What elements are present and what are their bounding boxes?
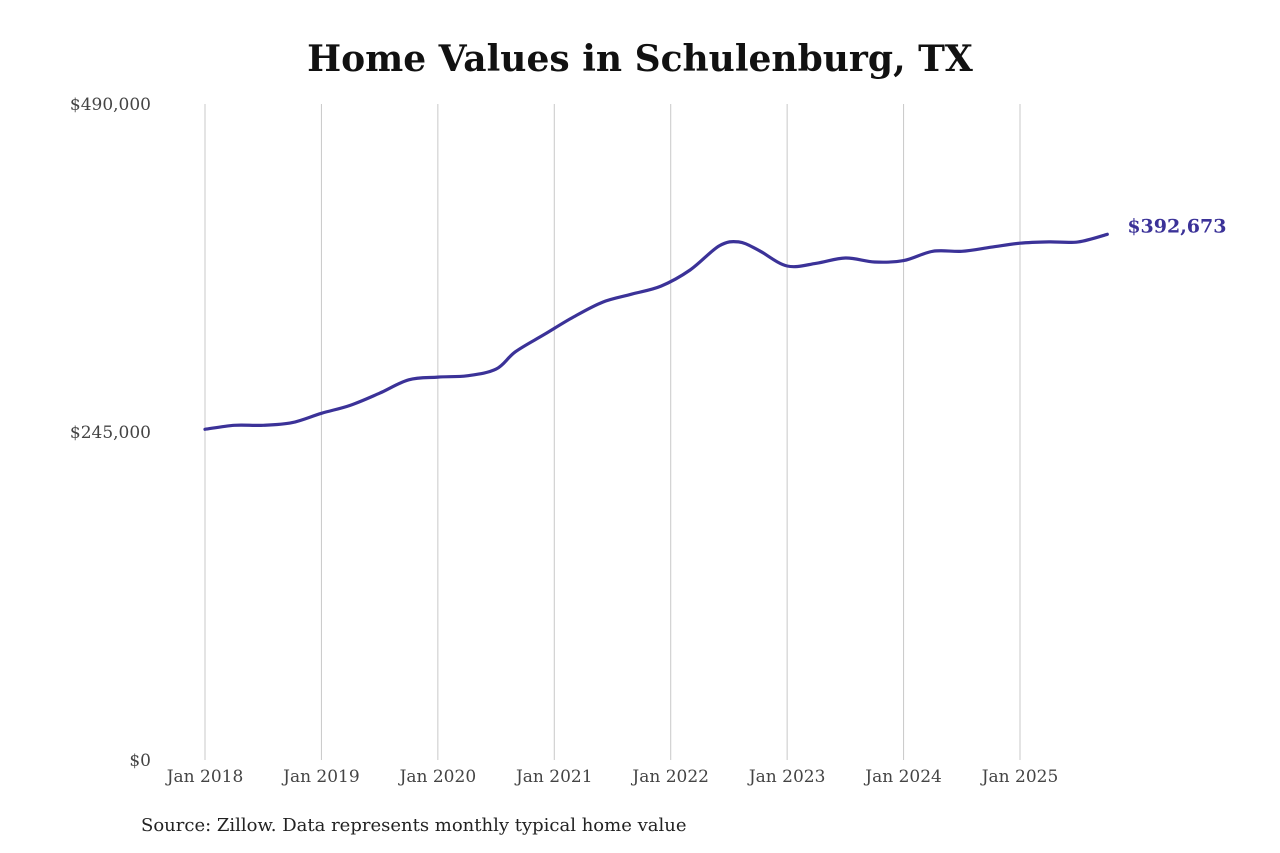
- x-tick-label: Jan 2021: [514, 767, 593, 787]
- y-tick-label: $245,000: [70, 423, 151, 443]
- x-tick-label: Jan 2022: [630, 767, 709, 787]
- y-tick-label: $0: [129, 751, 151, 771]
- x-tick-label: Jan 2018: [165, 767, 244, 787]
- y-tick-label: $490,000: [70, 95, 151, 115]
- series-line: [203, 232, 1109, 431]
- end-value-label: $392,673: [1127, 215, 1226, 237]
- x-tick-label: Jan 2020: [398, 767, 477, 787]
- x-tick-label: Jan 2025: [980, 767, 1059, 787]
- x-tick-label: Jan 2019: [281, 767, 360, 787]
- source-note: Source: Zillow. Data represents monthly …: [141, 815, 687, 836]
- chart-title: Home Values in Schulenburg, TX: [307, 38, 973, 80]
- x-tick-label: Jan 2023: [747, 767, 826, 787]
- x-tick-label: Jan 2024: [863, 767, 942, 787]
